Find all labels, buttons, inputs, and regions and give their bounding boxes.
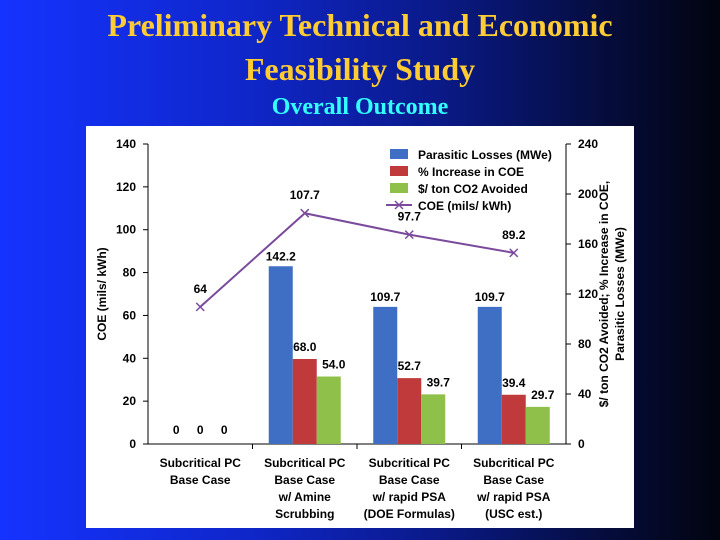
bar-value-label: 0 [173,423,180,437]
category-label: Subcritical PC [473,456,555,470]
legend-swatch-bar [390,149,408,159]
legend-swatch-marker [394,200,404,210]
y-axis-title-right-line2: Parasitic Losses (MWe) [613,227,627,361]
coe-marker [404,230,414,240]
legend-label: $/ ton CO2 Avoided [418,182,528,196]
y-tick-label-right: 240 [578,137,598,151]
legend-label: Parasitic Losses (MWe) [418,148,552,162]
y-tick-label-right: 40 [578,387,592,401]
bar-value-label: 0 [221,423,228,437]
bar-3 [421,394,446,444]
category-label: Base Case [274,473,335,487]
bar-value-label: 29.7 [531,388,555,402]
bar-value-label: 142.2 [266,249,296,263]
bar-3 [316,376,341,444]
category-label: Base Case [483,473,544,487]
coe-line [199,212,514,308]
bar-2 [501,394,526,444]
coe-marker [509,248,519,258]
y-tick-label-left: 60 [123,308,137,322]
y-tick-label-left: 140 [116,137,136,151]
bar-3 [525,406,550,444]
y-tick-label-left: 0 [129,437,136,451]
category-label: w/ rapid PSA [372,490,447,504]
legend-swatch-bar [390,183,408,193]
bar-value-label: 109.7 [475,290,505,304]
legend-swatch-bar [390,166,408,176]
bar-value-label: 39.7 [427,375,451,389]
coe-marker [195,302,205,312]
bar-2 [397,378,422,444]
y-tick-label-right: 0 [578,437,585,451]
category-label: (DOE Formulas) [364,507,455,521]
bar-2 [292,359,317,444]
chart-panel: 0 20 40 60 80 100 120 140 0 40 80 120 160 200 240 COE (… [86,126,634,528]
y-tick-label-left: 20 [123,394,137,408]
bar-1 [373,306,398,444]
category-label: Base Case [379,473,440,487]
category-label: Subcritical PC [264,456,346,470]
y-tick-label-left: 120 [116,180,136,194]
category-label: Scrubbing [275,507,334,521]
bar-1 [268,266,293,444]
coe-marker [300,208,310,218]
slide-title-line2: Feasibility Study [244,51,476,87]
combo-chart: 0 20 40 60 80 100 120 140 0 40 80 120 160 200 240 COE (… [95,137,627,521]
coe-value-label: 97.7 [398,210,422,224]
category-label: (USC est.) [485,507,542,521]
coe-value-label: 107.7 [290,188,320,202]
slide-subtitle: Overall Outcome [271,94,449,120]
legend-label: % Increase in COE [418,165,524,179]
category-label: w/ Amine [278,490,332,504]
category-label: Subcritical PC [369,456,451,470]
category-label: Base Case [170,473,231,487]
coe-value-label: 64 [194,282,208,296]
bar-value-label: 52.7 [398,359,422,373]
bar-value-label: 54.0 [322,358,346,372]
bar-value-label: 68.0 [293,340,317,354]
y-axis-title-left: COE (mils/ kWh) [95,247,109,340]
legend-label: COE (mils/ kWh) [418,199,511,213]
category-label: w/ rapid PSA [476,490,551,504]
category-label: Subcritical PC [160,456,242,470]
y-tick-label-right: 120 [578,287,598,301]
bar-value-label: 0 [197,423,204,437]
y-tick-label-right: 80 [578,337,592,351]
y-axis-title-right-line1: $/ ton CO2 Avoided; % Increase in COE, [597,181,611,408]
bar-value-label: 39.4 [502,376,526,390]
slide-title-line1: Preliminary Technical and Economic [107,7,613,43]
bar-1 [477,306,502,444]
y-tick-label-right: 160 [578,237,598,251]
coe-value-label: 89.2 [502,228,526,242]
bar-value-label: 109.7 [370,290,400,304]
y-tick-label-right: 200 [578,187,598,201]
y-tick-label-left: 40 [123,351,137,365]
y-tick-label-left: 80 [123,266,137,280]
y-tick-label-left: 100 [116,223,136,237]
